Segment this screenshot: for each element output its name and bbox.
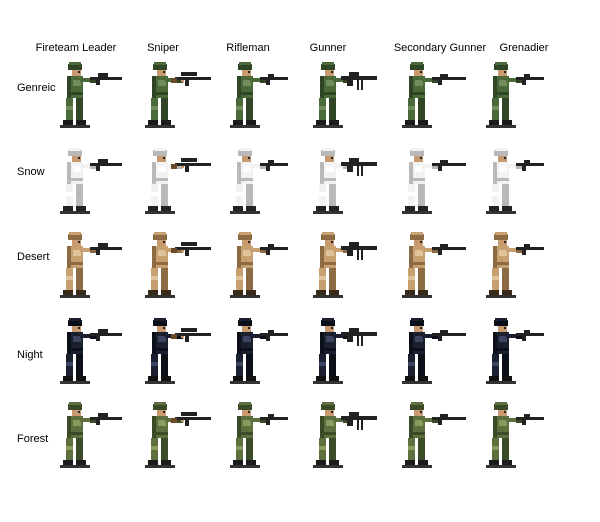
soldier-sprite xyxy=(52,146,142,226)
soldier-sprite xyxy=(222,146,312,226)
soldier-sprite xyxy=(137,230,227,310)
soldier-sprite xyxy=(478,60,568,140)
soldier-sprite xyxy=(478,400,568,480)
row-header: Genreic xyxy=(17,82,56,94)
column-header: Sniper xyxy=(147,42,179,54)
soldier-sprite xyxy=(394,230,484,310)
soldier-sprite xyxy=(222,400,312,480)
row-header: Forest xyxy=(17,433,49,445)
soldier-sprite xyxy=(52,60,142,140)
soldier-sprite xyxy=(137,60,227,140)
column-header: Gunner xyxy=(309,42,347,54)
soldier-sprite xyxy=(137,146,227,226)
column-header: Grenadier xyxy=(499,42,549,54)
column-header: Fireteam Leader xyxy=(35,42,117,54)
soldier-sprite xyxy=(222,60,312,140)
column-header: Rifleman xyxy=(226,42,270,54)
soldier-sprite xyxy=(137,400,227,480)
soldier-sprite xyxy=(52,230,142,310)
column-header: Secondary Gunner xyxy=(393,42,487,54)
soldier-sprite xyxy=(305,60,395,140)
soldier-sprite xyxy=(52,400,142,480)
soldier-sprite xyxy=(394,316,484,396)
row-header: Desert xyxy=(17,251,50,263)
row-header: Snow xyxy=(17,166,45,178)
soldier-sprite xyxy=(305,146,395,226)
soldier-sprite xyxy=(394,400,484,480)
soldier-sprite xyxy=(478,146,568,226)
soldier-sprite xyxy=(305,400,395,480)
soldier-sprite xyxy=(222,230,312,310)
row-header: Night xyxy=(17,349,43,361)
soldier-sprite xyxy=(52,316,142,396)
soldier-sprite xyxy=(137,316,227,396)
soldier-sprite xyxy=(478,316,568,396)
soldier-sprite xyxy=(394,60,484,140)
soldier-sprite xyxy=(222,316,312,396)
soldier-sprite xyxy=(305,316,395,396)
soldier-sprite xyxy=(478,230,568,310)
soldier-sprite xyxy=(305,230,395,310)
soldier-sprite xyxy=(394,146,484,226)
